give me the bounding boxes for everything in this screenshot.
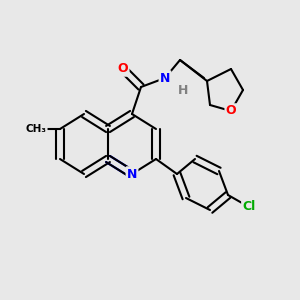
Text: O: O [226, 104, 236, 118]
Text: O: O [118, 62, 128, 76]
Text: N: N [160, 71, 170, 85]
Text: N: N [127, 167, 137, 181]
Text: CH₃: CH₃ [26, 124, 46, 134]
Text: Cl: Cl [242, 200, 256, 214]
Text: H: H [178, 83, 188, 97]
